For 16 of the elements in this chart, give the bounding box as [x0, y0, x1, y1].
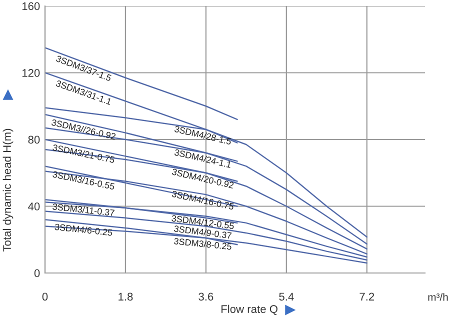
y-axis-title: Total dynamic head H(m) [2, 128, 14, 252]
text: 3SDM3/8-0.25 [174, 238, 232, 250]
text: m³/h [428, 293, 448, 301]
x-tick-label: 5.4 [279, 292, 294, 301]
y-tick-label: 0 [34, 269, 40, 278]
x-tick-label: 1.8 [118, 292, 133, 301]
x-tick-label: 3.6 [198, 292, 214, 301]
x-tick-label: 7.2 [360, 292, 374, 300]
y-tick-label: 40 [28, 202, 40, 210]
text: 3SDM3/11-0.37 [52, 203, 115, 216]
x-tick-label: 0 [42, 292, 48, 301]
x-axis-title: Flow rate Q [221, 304, 278, 315]
y-tick-label: 160 [22, 2, 40, 10]
y-tick-label: 80 [28, 136, 40, 144]
text: 3SDM4/6-0.25 [54, 223, 112, 236]
y-tick-label: 120 [22, 69, 40, 77]
